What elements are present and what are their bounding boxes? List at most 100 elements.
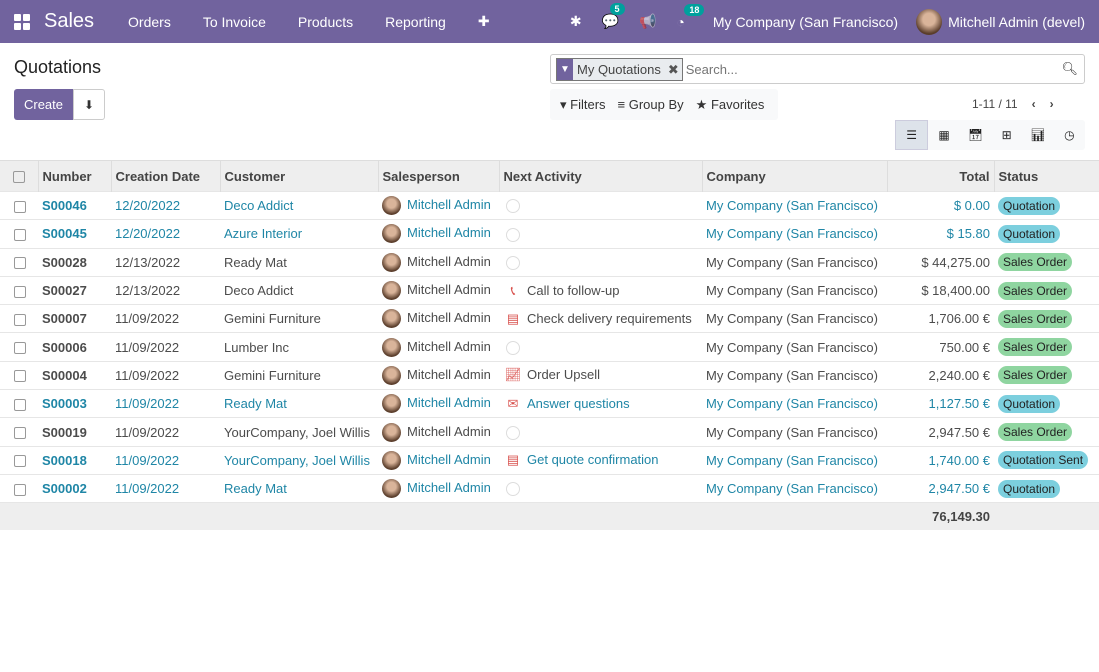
- favorites-button[interactable]: ★ Favorites: [695, 96, 765, 112]
- activities-clock-icon[interactable]: ◔ 18: [666, 3, 705, 30]
- list-view-icon[interactable]: ☰: [895, 120, 929, 150]
- row-checkbox[interactable]: [0, 190, 38, 220]
- table-row[interactable]: S00004 11/09/2022 Gemini Furniture Mitch…: [0, 360, 1099, 390]
- creation-date: 11/09/2022: [111, 360, 220, 390]
- status: Sales Order: [994, 304, 1099, 333]
- remove-facet-icon[interactable]: ✖: [667, 61, 679, 77]
- clock-icon[interactable]: [506, 482, 520, 497]
- line-chart-icon[interactable]: 📈︎: [504, 367, 522, 383]
- table-row[interactable]: S00019 11/09/2022 YourCompany, Joel Will…: [0, 417, 1099, 447]
- apps-menu-icon[interactable]: [0, 13, 44, 30]
- activity-summary: Call to follow-up: [527, 282, 620, 298]
- company: My Company (San Francisco): [702, 275, 887, 305]
- group-by-button[interactable]: ≡ Group By: [617, 97, 684, 112]
- col-company[interactable]: Company: [701, 160, 887, 192]
- search-icon[interactable]: 🔍︎: [1061, 61, 1078, 76]
- announcement-icon[interactable]: 📢: [638, 13, 657, 29]
- next-activity[interactable]: ✉ Answer questions: [499, 389, 702, 418]
- user-avatar[interactable]: [916, 8, 943, 35]
- total: 1,706.00 €: [887, 304, 994, 333]
- next-activity[interactable]: [499, 247, 702, 277]
- table-row[interactable]: S00028 12/13/2022 Ready Mat Mitchell Adm…: [0, 247, 1099, 277]
- clock-icon[interactable]: [506, 425, 520, 440]
- row-checkbox[interactable]: [0, 304, 38, 333]
- menu-reporting[interactable]: Reporting: [385, 13, 446, 30]
- row-checkbox[interactable]: [0, 219, 38, 249]
- col-salesperson[interactable]: Salesperson: [377, 160, 499, 192]
- row-checkbox[interactable]: [0, 445, 38, 475]
- tasks-icon[interactable]: ▤: [506, 452, 520, 468]
- row-checkbox[interactable]: [0, 417, 38, 447]
- select-all[interactable]: [0, 160, 38, 192]
- table-header: Number Creation Date Customer Salesperso…: [0, 160, 1099, 192]
- table-row[interactable]: S00002 11/09/2022 Ready Mat Mitchell Adm…: [0, 473, 1099, 503]
- tasks-icon[interactable]: ▤: [506, 310, 520, 326]
- customer: Gemini Furniture: [220, 360, 378, 390]
- salesperson: Mitchell Admin: [378, 389, 499, 418]
- envelope-icon[interactable]: ✉: [507, 395, 519, 411]
- next-activity[interactable]: ▤ Check delivery requirements: [499, 304, 702, 333]
- messages-icon[interactable]: 💬 5: [592, 3, 629, 30]
- download-icon[interactable]: ⬇: [73, 89, 105, 120]
- pivot-view-icon[interactable]: ⊞: [1001, 128, 1012, 142]
- calendar-view-icon[interactable]: 📅︎: [967, 128, 983, 142]
- create-button[interactable]: Create: [14, 89, 73, 120]
- status-badge: Quotation: [998, 479, 1061, 498]
- menu-products[interactable]: Products: [297, 13, 354, 30]
- col-total[interactable]: Total: [886, 160, 994, 192]
- next-activity[interactable]: 📞︎ Call to follow-up: [499, 275, 702, 305]
- next-activity[interactable]: [499, 417, 702, 447]
- row-checkbox[interactable]: [0, 389, 38, 418]
- col-next-activity[interactable]: Next Activity: [498, 160, 702, 192]
- next-activity[interactable]: [499, 219, 702, 249]
- table-row[interactable]: S00045 12/20/2022 Azure Interior Mitchel…: [0, 219, 1099, 249]
- row-checkbox[interactable]: [0, 360, 38, 390]
- app-name[interactable]: Sales: [44, 10, 95, 32]
- menu-orders[interactable]: Orders: [128, 13, 171, 30]
- next-activity[interactable]: [499, 190, 702, 220]
- row-checkbox[interactable]: [0, 247, 38, 277]
- add-menu-icon[interactable]: ✚: [477, 13, 490, 29]
- company: My Company (San Francisco): [702, 360, 887, 390]
- col-number[interactable]: Number: [37, 160, 111, 192]
- search-input[interactable]: [682, 61, 1062, 77]
- debug-bug-icon[interactable]: ✱: [569, 13, 582, 29]
- clock-icon[interactable]: [506, 227, 520, 242]
- row-checkbox[interactable]: [0, 275, 38, 305]
- clock-icon[interactable]: [506, 256, 520, 271]
- menu-to-invoice[interactable]: To Invoice: [202, 13, 266, 30]
- kanban-view-icon[interactable]: ▦: [938, 128, 950, 142]
- clock-icon[interactable]: [506, 199, 520, 214]
- customer: Deco Addict: [220, 190, 378, 220]
- creation-date: 12/13/2022: [111, 247, 220, 277]
- table-row[interactable]: S00046 12/20/2022 Deco Addict Mitchell A…: [0, 190, 1099, 220]
- activity-view-icon[interactable]: ◷: [1064, 128, 1075, 142]
- customer: Ready Mat: [220, 389, 378, 418]
- table-row[interactable]: S00027 12/13/2022 Deco Addict Mitchell A…: [0, 275, 1099, 305]
- creation-date: 11/09/2022: [111, 445, 220, 475]
- next-activity[interactable]: [499, 473, 702, 503]
- phone-icon[interactable]: 📞︎: [510, 282, 516, 298]
- col-customer[interactable]: Customer: [219, 160, 378, 192]
- col-creation-date[interactable]: Creation Date: [110, 160, 220, 192]
- col-status[interactable]: Status: [993, 160, 1099, 192]
- graph-view-icon[interactable]: 📊︎: [1030, 128, 1046, 142]
- table-row[interactable]: S00006 11/09/2022 Lumber Inc Mitchell Ad…: [0, 332, 1099, 362]
- filters-button[interactable]: ▾ Filters: [560, 96, 606, 112]
- pager-prev-icon[interactable]: ‹: [1031, 97, 1036, 111]
- next-activity[interactable]: [499, 332, 702, 362]
- pager-value[interactable]: 1-11 / 11: [972, 97, 1018, 111]
- row-checkbox[interactable]: [0, 473, 38, 503]
- company-switcher[interactable]: My Company (San Francisco): [712, 13, 899, 30]
- pager-next-icon[interactable]: ›: [1049, 97, 1054, 111]
- salesperson: Mitchell Admin: [378, 247, 499, 277]
- table-row[interactable]: S00003 11/09/2022 Ready Mat Mitchell Adm…: [0, 389, 1099, 418]
- next-activity[interactable]: 📈︎ Order Upsell: [499, 360, 702, 390]
- clock-icon[interactable]: [506, 340, 520, 355]
- row-checkbox[interactable]: [0, 332, 38, 362]
- salesperson: Mitchell Admin: [378, 275, 499, 305]
- user-menu[interactable]: Mitchell Admin (devel): [948, 13, 1085, 30]
- table-row[interactable]: S00018 11/09/2022 YourCompany, Joel Will…: [0, 445, 1099, 475]
- table-row[interactable]: S00007 11/09/2022 Gemini Furniture Mitch…: [0, 304, 1099, 333]
- next-activity[interactable]: ▤ Get quote confirmation: [499, 445, 702, 475]
